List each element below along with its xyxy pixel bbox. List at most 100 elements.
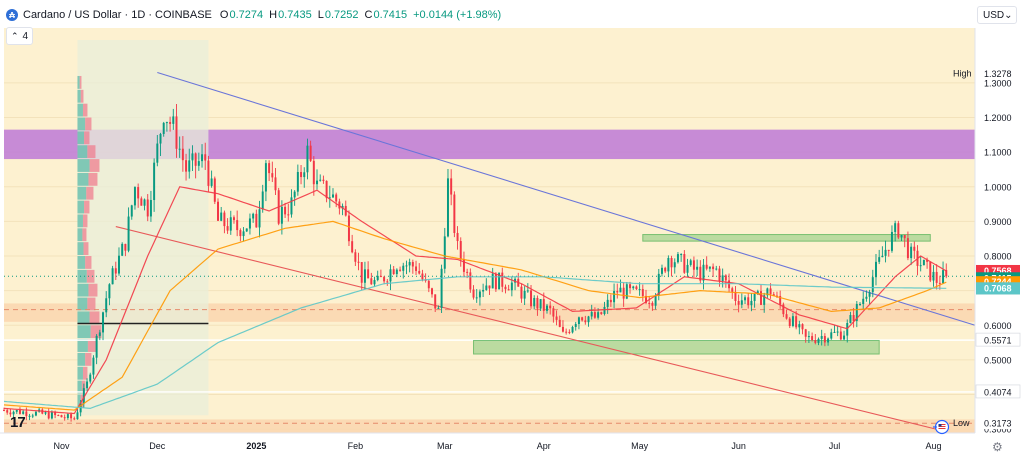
vp-bar-up-13	[77, 256, 85, 269]
candle-body	[802, 324, 804, 329]
candle-body	[754, 294, 756, 301]
vp-bar-up-11	[77, 228, 82, 241]
candle-body	[421, 274, 423, 280]
tradingview-logo[interactable]: 17	[10, 414, 25, 431]
candle-body	[680, 254, 682, 255]
vp-bar-up-1	[77, 90, 80, 103]
candle-body	[671, 258, 673, 267]
x-tick-label-jun: Jun	[731, 441, 746, 451]
candle-body	[508, 289, 510, 290]
x-tick-label-mar: Mar	[437, 441, 453, 451]
candle-body	[150, 200, 152, 216]
candle-body	[105, 298, 107, 312]
candle-body	[255, 214, 257, 228]
candle-body	[920, 265, 922, 266]
candle-body	[147, 199, 149, 216]
candle-body	[562, 327, 564, 332]
candle-body	[511, 283, 513, 291]
collapse-chevron-icon[interactable]: ⌃	[11, 31, 19, 42]
vp-bar-down-5	[87, 145, 95, 158]
candle-body	[750, 301, 752, 305]
candle-body	[386, 281, 388, 282]
close-label: C	[365, 9, 373, 21]
candle-body	[99, 332, 101, 335]
candle-body	[725, 275, 727, 280]
candle-body	[738, 301, 740, 305]
candle-body	[287, 214, 289, 215]
candle-body	[610, 300, 612, 302]
candle-body	[453, 195, 455, 233]
vp-bar-down-3	[85, 118, 91, 131]
candle-body	[556, 317, 558, 320]
candle-body	[402, 266, 404, 271]
candle-body	[575, 324, 577, 327]
candle-body	[351, 241, 353, 252]
candle-body	[607, 300, 609, 307]
candle-body	[504, 287, 506, 289]
candle-body	[703, 265, 705, 281]
x-tick-label-jul: Jul	[829, 441, 841, 451]
chart-root[interactable]: 1.30001.20001.10001.00000.90000.80000.70…	[0, 0, 1024, 459]
vp-bar-down-7	[88, 173, 97, 186]
candle-body	[198, 161, 200, 166]
candle-body	[616, 291, 618, 292]
candle-body	[901, 235, 903, 237]
candle-body	[489, 286, 491, 289]
candle-body	[172, 116, 174, 123]
candle-body	[814, 340, 816, 343]
candle-body	[888, 250, 890, 251]
x-tick-label-may: May	[631, 441, 649, 451]
candle-body	[533, 298, 535, 306]
candle-body	[827, 339, 829, 343]
y-tick-label-1: 1.2000	[984, 113, 1012, 123]
candle-body	[383, 277, 385, 281]
candle-body	[824, 336, 826, 342]
vp-bar-up-19	[77, 339, 87, 352]
candle-body	[939, 283, 941, 284]
candle-body	[428, 281, 430, 288]
candle-body	[565, 332, 567, 333]
candle-body	[303, 172, 305, 177]
candle-body	[661, 268, 663, 274]
candle-body	[399, 270, 401, 271]
indicators-toggle[interactable]: ⌃ 4	[6, 27, 33, 45]
vp-bar-down-17	[90, 311, 100, 324]
candle-body	[223, 213, 225, 227]
vp-bar-up-3	[77, 118, 85, 131]
events-flag-icon[interactable]	[932, 419, 950, 435]
candle-body	[239, 230, 241, 236]
symbol-title[interactable]: Cardano / US Dollar · 1D · COINBASE	[23, 9, 212, 21]
candle-body	[268, 163, 270, 173]
x-tick-label-aug: Aug	[925, 441, 941, 451]
candle-body	[175, 116, 177, 148]
candle-body	[201, 154, 203, 161]
candle-body	[837, 332, 839, 333]
candle-body	[817, 339, 819, 343]
candle-body	[131, 205, 133, 216]
candle-body	[156, 144, 158, 163]
candle-body	[294, 192, 296, 198]
candle-body	[805, 329, 807, 336]
candle-body	[485, 286, 487, 290]
gear-icon[interactable]: ⚙	[992, 440, 1003, 454]
candle-body	[897, 223, 899, 237]
candlestick-chart[interactable]: 1.30001.20001.10001.00000.90000.80000.70…	[0, 0, 1024, 459]
candle-body	[808, 336, 810, 337]
y-tick-label-5: 0.8000	[984, 252, 1012, 262]
candle-body	[405, 265, 407, 266]
candle-body	[789, 319, 791, 326]
candle-body	[536, 298, 538, 309]
candle-body	[409, 262, 411, 265]
candle-body	[792, 316, 794, 326]
candle-body	[530, 290, 532, 306]
candle-body	[594, 312, 596, 318]
candle-body	[706, 265, 708, 269]
candle-body	[479, 292, 481, 298]
candle-body	[568, 332, 570, 333]
candle-body	[137, 187, 139, 198]
candle-body	[718, 269, 720, 281]
candle-body	[821, 336, 823, 339]
candle-body	[677, 254, 679, 262]
vp-bar-down-20	[85, 353, 91, 366]
currency-select[interactable]: USD ⌄	[977, 6, 1017, 24]
